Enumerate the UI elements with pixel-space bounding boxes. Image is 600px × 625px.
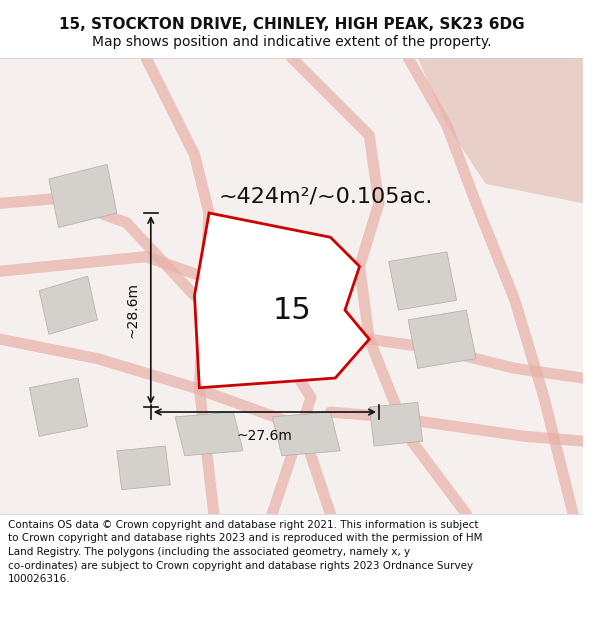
Polygon shape xyxy=(418,58,583,203)
Bar xyxy=(1,58,583,514)
Text: Contains OS data © Crown copyright and database right 2021. This information is : Contains OS data © Crown copyright and d… xyxy=(8,520,482,584)
Polygon shape xyxy=(408,310,476,368)
Text: ~424m²/~0.105ac.: ~424m²/~0.105ac. xyxy=(219,186,433,206)
Bar xyxy=(1,514,583,616)
Bar xyxy=(1,9,583,58)
Polygon shape xyxy=(49,164,117,228)
Polygon shape xyxy=(39,276,97,334)
Text: ~28.6m: ~28.6m xyxy=(125,282,139,338)
Polygon shape xyxy=(272,412,340,456)
Polygon shape xyxy=(389,252,457,310)
Polygon shape xyxy=(369,402,422,446)
Text: Map shows position and indicative extent of the property.: Map shows position and indicative extent… xyxy=(92,35,491,49)
Polygon shape xyxy=(175,412,243,456)
Text: 15: 15 xyxy=(272,296,311,324)
Polygon shape xyxy=(29,378,88,436)
Polygon shape xyxy=(117,446,170,489)
Text: 15, STOCKTON DRIVE, CHINLEY, HIGH PEAK, SK23 6DG: 15, STOCKTON DRIVE, CHINLEY, HIGH PEAK, … xyxy=(59,17,524,32)
Polygon shape xyxy=(194,213,369,388)
Text: ~27.6m: ~27.6m xyxy=(237,429,293,444)
